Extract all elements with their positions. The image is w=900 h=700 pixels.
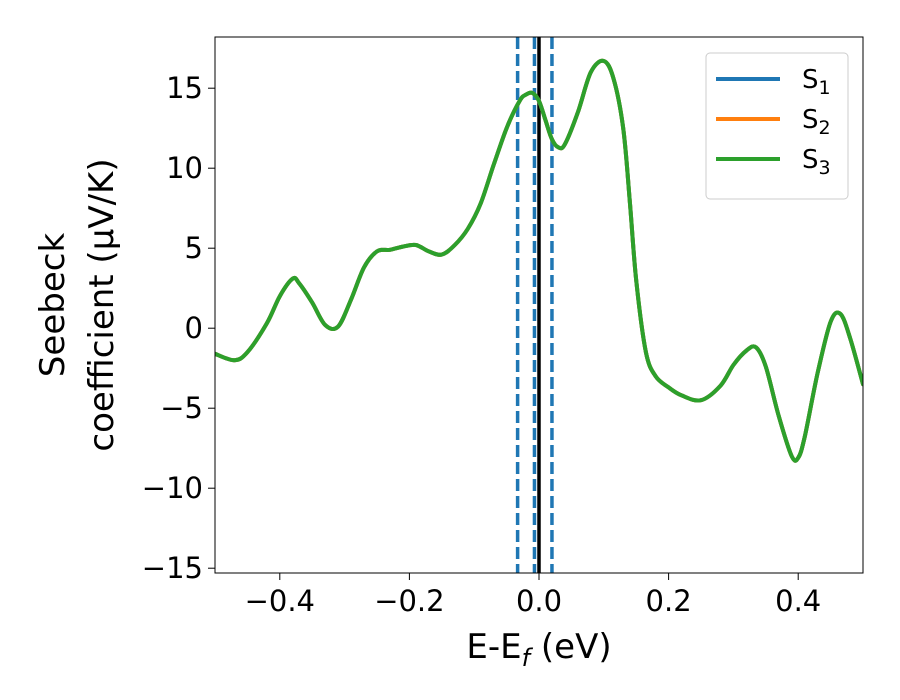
legend-label-s1: S1: [802, 65, 831, 99]
y-axis-ticks: −15 −10 −5 0 5 10 15: [142, 71, 215, 585]
y-tick-label: 15: [166, 71, 203, 105]
y-tick-label: 0: [185, 311, 203, 345]
y-axis-label-line1: Seebeck: [33, 233, 73, 378]
x-tick-label: 0.2: [646, 584, 692, 618]
x-tick-label: −0.2: [374, 584, 444, 618]
x-tick-label: −0.4: [245, 584, 315, 618]
y-tick-label: −15: [142, 551, 203, 585]
vertical-reference-lines: [515, 37, 554, 573]
legend-label-s2: S2: [802, 105, 831, 139]
x-tick-label: 0.4: [775, 584, 821, 618]
legend-label-s3: S3: [802, 145, 831, 179]
y-tick-label: −5: [160, 391, 203, 425]
y-tick-label: 10: [166, 151, 203, 185]
legend: S1 S2 S3: [705, 52, 849, 200]
x-tick-label: 0.0: [516, 584, 562, 618]
y-axis-label: Seebeck coefficient (μV/K): [33, 158, 122, 451]
x-axis-ticks: −0.4 −0.2 0.0 0.2 0.4: [245, 573, 821, 618]
y-tick-label: −10: [142, 471, 203, 505]
legend-box: [705, 52, 849, 200]
y-axis-label-line2: coefficient (μV/K): [82, 158, 122, 451]
series-line-s3: [215, 58, 863, 463]
series-lines: [215, 58, 863, 463]
x-axis-label: E-Ef (eV): [466, 627, 611, 672]
y-tick-label: 5: [185, 231, 203, 265]
